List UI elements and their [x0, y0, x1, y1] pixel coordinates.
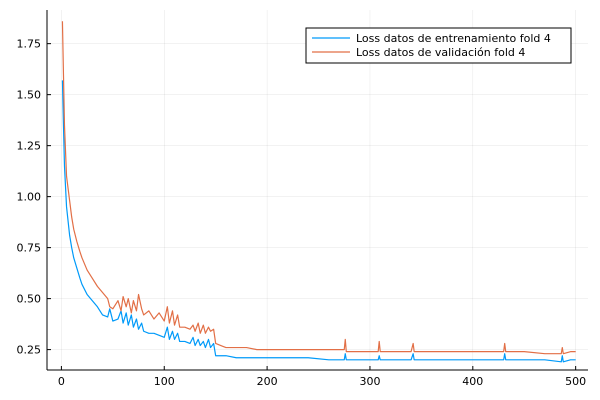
y-tick-label: 0.75	[17, 242, 42, 255]
x-tick-label: 300	[359, 375, 380, 388]
axes	[46, 10, 588, 371]
grid-lines	[47, 10, 588, 370]
x-tick-label: 100	[154, 375, 175, 388]
series-line-validation	[61, 21, 576, 355]
x-tick-label: 400	[462, 375, 483, 388]
y-tick-label: 0.25	[17, 344, 42, 357]
x-tick-label: 200	[257, 375, 278, 388]
y-tick-label: 1.75	[17, 38, 42, 51]
y-tick-label: 0.50	[17, 293, 42, 306]
tick-labels: 0 100 200 300 400 500 0.25 0.50 0.75 1.00 1.25 1.50…	[17, 38, 587, 388]
y-tick-label: 1.25	[17, 140, 42, 153]
legend-label-validation: Loss datos de validación fold 4	[356, 46, 525, 59]
legend-label-training: Loss datos de entrenamiento fold 4	[356, 32, 551, 45]
series-layer	[61, 21, 576, 363]
legend-box	[305, 27, 572, 64]
legend: Loss datos de entrenamiento fold 4 Loss …	[305, 27, 572, 64]
y-tick-label: 1.00	[17, 191, 42, 204]
y-tick-label: 1.50	[17, 89, 42, 102]
x-tick-label: 500	[565, 375, 586, 388]
series-line-training	[61, 80, 576, 363]
x-tick-label: 0	[58, 375, 65, 388]
